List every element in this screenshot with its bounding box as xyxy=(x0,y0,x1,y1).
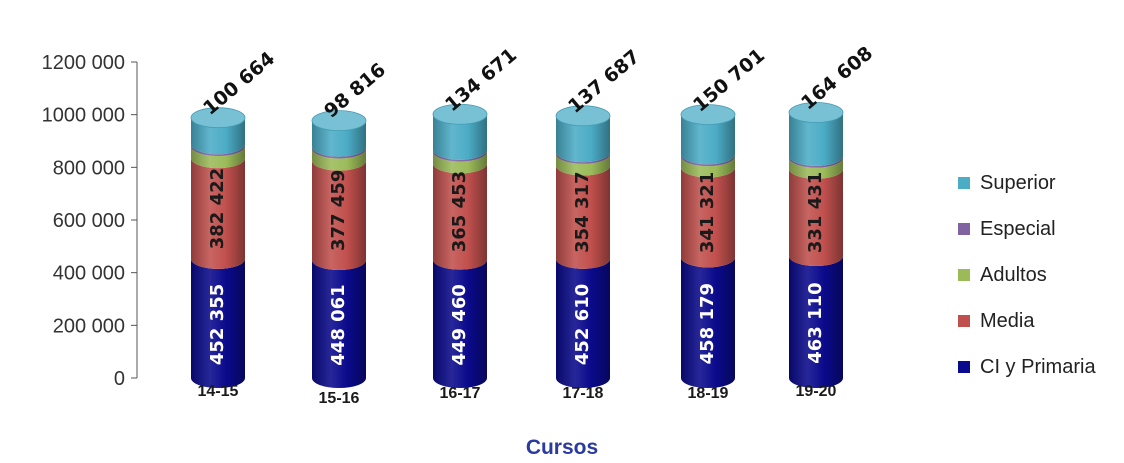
data-label-ci-y-primaria: 452 355 xyxy=(207,284,228,365)
bar-segment-especial xyxy=(681,154,735,167)
y-tick-label: 400 000 xyxy=(53,263,125,285)
legend-label: Media xyxy=(980,309,1035,332)
legend-swatch xyxy=(958,223,970,235)
bar-segment-superior xyxy=(789,112,843,166)
legend-swatch xyxy=(958,269,970,281)
bar-segment-adultos xyxy=(556,153,610,176)
data-label-media: 382 422 xyxy=(207,168,228,249)
bar-segment-superior xyxy=(191,117,245,155)
bar-segment-media xyxy=(191,158,245,269)
legend-label: CI y Primaria xyxy=(980,355,1096,378)
bar-top-cap xyxy=(555,105,611,127)
bar-segment-ci-y-primaria xyxy=(789,256,843,388)
legend-swatch xyxy=(958,177,970,189)
data-label-ci-y-primaria: 448 061 xyxy=(328,284,349,365)
data-label-superior: 137 687 xyxy=(564,46,644,118)
bar-segment-media xyxy=(789,168,843,267)
data-label-media: 365 453 xyxy=(449,171,470,252)
x-tick-label: 19-20 xyxy=(796,383,837,400)
legend-swatch xyxy=(958,361,970,373)
bar-segment-adultos xyxy=(312,148,366,171)
data-label-ci-y-primaria: 463 110 xyxy=(805,282,826,363)
data-label-media: 341 321 xyxy=(697,172,718,253)
y-tick-label: 1000 000 xyxy=(42,105,125,127)
legend-item: CI y Primaria xyxy=(958,344,1096,390)
data-label-superior: 164 608 xyxy=(797,42,877,114)
legend-swatch xyxy=(958,315,970,327)
y-tick-label: 800 000 xyxy=(53,157,125,179)
data-label-media: 377 459 xyxy=(328,170,349,251)
bar-segment-especial xyxy=(556,152,610,164)
bar-segment-ci-y-primaria xyxy=(433,259,487,388)
data-label-media: 354 317 xyxy=(572,171,593,252)
y-tick-label: 1200 000 xyxy=(42,52,125,74)
bar-top-cap xyxy=(788,102,844,123)
bar-segment-media xyxy=(433,163,487,270)
y-tick-label: 600 000 xyxy=(53,210,125,232)
x-tick-label: 18-19 xyxy=(688,385,729,402)
bar-segment-superior xyxy=(433,114,487,160)
data-label-superior: 150 701 xyxy=(689,44,769,116)
data-label-ci-y-primaria: 449 460 xyxy=(449,284,470,365)
chart-legend: Superior Especial Adultos Media CI y Primari… xyxy=(958,160,1096,390)
bar-segment-especial xyxy=(789,155,843,168)
bar-segment-media xyxy=(556,165,610,269)
y-tick-label: 200 000 xyxy=(53,315,125,337)
x-tick-label: 15-16 xyxy=(319,390,360,407)
x-tick-label: 16-17 xyxy=(440,385,481,402)
bar-top-cap xyxy=(311,110,367,132)
data-label-superior: 134 671 xyxy=(441,44,521,116)
legend-item: Especial xyxy=(958,206,1096,252)
bar-segment-ci-y-primaria xyxy=(556,258,610,388)
data-label-ci-y-primaria: 458 179 xyxy=(697,283,718,364)
data-label-media: 331 431 xyxy=(805,172,826,253)
legend-label: Adultos xyxy=(980,263,1047,286)
bar-segment-especial xyxy=(312,146,366,159)
bar-segment-superior xyxy=(556,115,610,163)
bar-segment-ci-y-primaria xyxy=(681,257,735,388)
x-tick-label: 17-18 xyxy=(563,385,604,402)
bar-segment-media xyxy=(681,167,735,268)
bar-segment-ci-y-primaria xyxy=(312,260,366,388)
bar-top-cap xyxy=(432,103,488,125)
data-label-ci-y-primaria: 452 610 xyxy=(572,284,593,365)
bar-segment-superior xyxy=(681,114,735,165)
bar-segment-ci-y-primaria xyxy=(191,258,245,388)
bar-segment-media xyxy=(312,160,366,271)
x-tick-label: 14-15 xyxy=(198,383,239,400)
bar-segment-adultos xyxy=(789,157,843,179)
legend-item: Media xyxy=(958,298,1096,344)
bar-segment-adultos xyxy=(191,146,245,169)
bar-segment-adultos xyxy=(433,151,487,174)
y-tick-label: 0 xyxy=(114,368,125,390)
legend-item: Adultos xyxy=(958,252,1096,298)
bar-top-cap xyxy=(680,104,736,126)
legend-label: Superior xyxy=(980,171,1056,194)
legend-label: Especial xyxy=(980,217,1056,240)
bar-segment-especial xyxy=(433,149,487,162)
bar-top-cap xyxy=(190,107,246,129)
bar-segment-especial xyxy=(191,144,245,157)
data-label-superior: 100 664 xyxy=(199,47,279,119)
bar-segment-adultos xyxy=(681,156,735,178)
x-axis-title: Cursos xyxy=(525,436,599,459)
legend-item: Superior xyxy=(958,160,1096,206)
